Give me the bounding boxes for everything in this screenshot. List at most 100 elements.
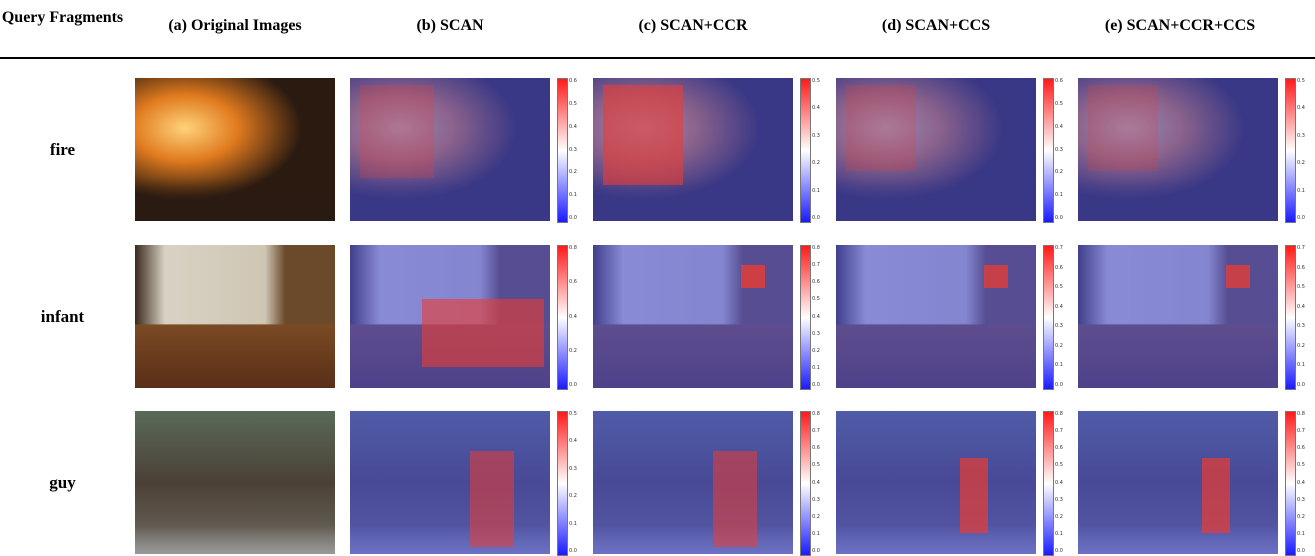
colorbar-tick: 0.5	[812, 79, 820, 84]
colorbar-tick: 0.8	[812, 246, 820, 251]
colorbar-tick: 0.4	[1297, 481, 1305, 486]
colorbar-tick: 0.5	[569, 412, 577, 417]
colorbar-tick: 0.2	[1297, 161, 1305, 166]
colorbar-tick: 0.4	[812, 315, 820, 320]
colorbar-tick: 0.3	[1297, 134, 1305, 139]
colorbar-tick: 0.3	[812, 332, 820, 337]
colorbar-tick: 0.6	[1297, 266, 1305, 271]
colorbar-tick: 0.4	[1055, 125, 1063, 130]
colorbar-tick: 0.8	[812, 412, 820, 417]
column-header: Query Fragments	[0, 8, 125, 28]
colorbar-tick: 0.2	[1297, 344, 1305, 349]
colorbar-tick: 0.3	[569, 148, 577, 153]
attention-region	[846, 85, 916, 171]
colorbar-tick: 0.1	[1297, 189, 1305, 194]
colorbar-tick: 0.0	[569, 549, 577, 554]
column-header: (a) Original Images	[125, 16, 345, 36]
attention-region	[960, 458, 988, 532]
colorbar-tick: 0.7	[1055, 429, 1063, 434]
header-rule	[0, 57, 1315, 59]
colorbar-tick: 0.0	[812, 383, 820, 388]
colorbar-tick: 0.0	[812, 216, 820, 221]
colorbar-tick: 0.2	[1297, 515, 1305, 520]
colorbar-tick: 0.4	[569, 125, 577, 130]
colorbar-tick: 0.3	[569, 467, 577, 472]
colorbar-tick: 0.5	[812, 463, 820, 468]
colorbar	[1043, 245, 1054, 390]
attention-region	[984, 265, 1008, 288]
colorbar	[800, 245, 811, 390]
colorbar-tick: 0.5	[1055, 102, 1063, 107]
colorbar-tick: 0.0	[569, 216, 577, 221]
attention-region	[713, 451, 757, 547]
colorbar-tick: 0.1	[1055, 363, 1063, 368]
colorbar	[557, 411, 568, 556]
colorbar-tick: 0.8	[569, 246, 577, 251]
colorbar-tick: 0.1	[812, 366, 820, 371]
colorbar-tick: 0.0	[1297, 383, 1305, 388]
original-image	[135, 411, 335, 554]
original-image	[135, 245, 335, 388]
colorbar-tick: 0.6	[1055, 79, 1063, 84]
colorbar-tick: 0.6	[1297, 446, 1305, 451]
colorbar-tick: 0.4	[1055, 305, 1063, 310]
column-header: (b) SCAN	[340, 16, 560, 36]
colorbar	[1285, 411, 1296, 556]
colorbar-tick: 0.8	[1055, 412, 1063, 417]
colorbar-tick: 0.2	[1055, 170, 1063, 175]
colorbar-tick: 0.5	[1055, 463, 1063, 468]
colorbar-tick: 0.2	[1055, 344, 1063, 349]
colorbar-tick: 0.3	[1055, 498, 1063, 503]
colorbar-tick: 0.3	[1055, 324, 1063, 329]
colorbar-tick: 0.1	[812, 532, 820, 537]
attention-region	[470, 451, 514, 547]
colorbar-tick: 0.4	[569, 315, 577, 320]
colorbar-tick: 0.7	[812, 429, 820, 434]
colorbar-tick: 0.4	[1055, 481, 1063, 486]
attention-map	[593, 411, 793, 554]
colorbar	[557, 78, 568, 223]
colorbar-tick: 0.5	[1297, 463, 1305, 468]
colorbar-tick: 0.5	[812, 297, 820, 302]
colorbar-tick: 0.1	[1297, 363, 1305, 368]
colorbar	[1043, 411, 1054, 556]
colorbar-tick: 0.6	[1055, 446, 1063, 451]
query-fragment: fire	[0, 140, 125, 160]
attention-region	[603, 85, 683, 185]
colorbar-tick: 0.8	[1297, 412, 1305, 417]
colorbar-tick: 0.1	[1055, 532, 1063, 537]
colorbar-tick: 0.2	[569, 349, 577, 354]
colorbar-tick: 0.0	[569, 383, 577, 388]
colorbar-tick: 0.2	[569, 170, 577, 175]
colorbar	[1285, 78, 1296, 223]
colorbar-tick: 0.3	[1055, 148, 1063, 153]
colorbar-tick: 0.2	[812, 161, 820, 166]
colorbar-tick: 0.0	[1297, 549, 1305, 554]
attention-region	[422, 299, 544, 366]
query-fragment: guy	[0, 473, 125, 493]
colorbar-tick: 0.5	[1297, 79, 1305, 84]
column-header: (c) SCAN+CCR	[583, 16, 803, 36]
colorbar-tick: 0.1	[1055, 193, 1063, 198]
colorbar-tick: 0.5	[1055, 285, 1063, 290]
colorbar-tick: 0.3	[812, 134, 820, 139]
colorbar-tick: 0.0	[1055, 216, 1063, 221]
colorbar	[800, 411, 811, 556]
colorbar-tick: 0.7	[1297, 246, 1305, 251]
colorbar-tick: 0.4	[1297, 305, 1305, 310]
colorbar	[557, 245, 568, 390]
colorbar-tick: 0.7	[1297, 429, 1305, 434]
colorbar-tick: 0.3	[1297, 498, 1305, 503]
colorbar-tick: 0.3	[812, 498, 820, 503]
colorbar-tick: 0.4	[812, 106, 820, 111]
attention-region	[1088, 85, 1158, 171]
colorbar	[1043, 78, 1054, 223]
colorbar-tick: 0.5	[569, 102, 577, 107]
attention-region	[1226, 265, 1250, 288]
colorbar-tick: 0.1	[812, 189, 820, 194]
colorbar-tick: 0.0	[1297, 216, 1305, 221]
colorbar-tick: 0.0	[1055, 383, 1063, 388]
colorbar-tick: 0.2	[812, 515, 820, 520]
colorbar-tick: 0.2	[812, 349, 820, 354]
colorbar-tick: 0.6	[1055, 266, 1063, 271]
